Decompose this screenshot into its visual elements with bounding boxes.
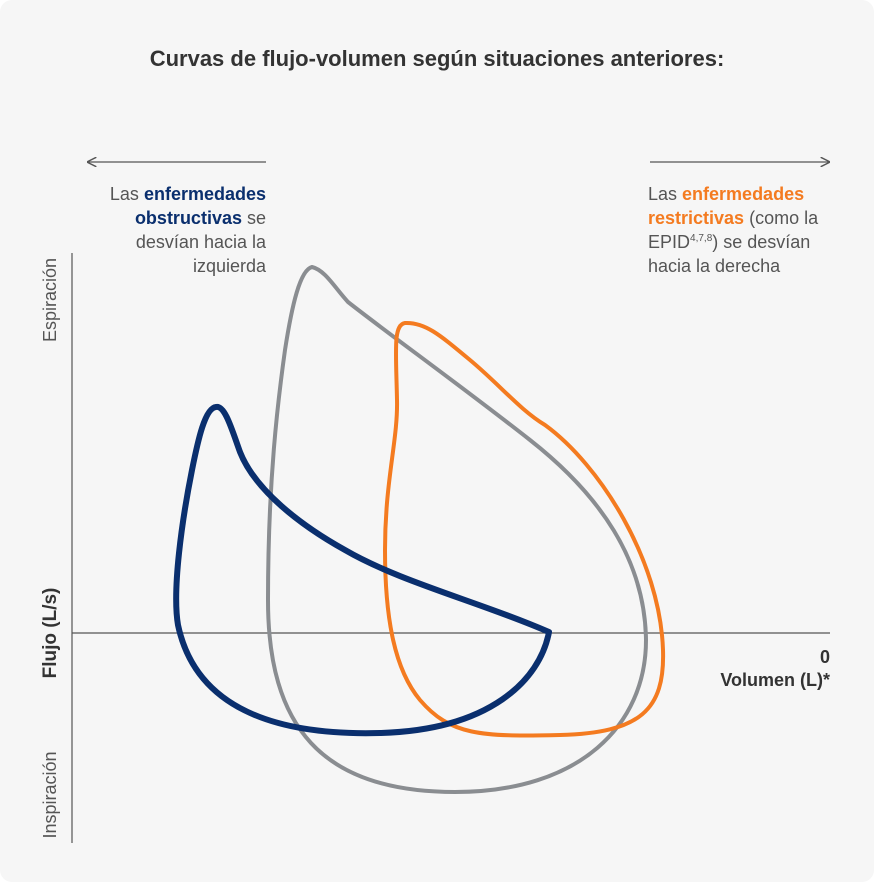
restrictive-note-prefix: Las [648,184,683,204]
restrictive-note-citation: 4,7,8 [690,233,713,244]
restrictive-note-highlight: enfermedades restrictivas [648,184,805,228]
restrictive-note-middle: (como la EPID [648,208,819,252]
x-zero-label: 0 [820,647,830,667]
obstructive-curve [173,404,552,737]
y-axis-label: Flujo (L/s) [40,588,61,679]
obstructive-note-highlight: enfermedades obstructivas [134,184,266,228]
inspiration-label: Inspiración [40,751,60,838]
obstructive-note-suffix: se desvían hacia la izquierda [135,208,266,276]
restrictive-note-suffix: ) se desvían hacia la derecha [648,232,811,276]
normal-curve [266,265,648,794]
chart-title: Curvas de flujo-volumen según situacione… [149,46,725,71]
restrictive-curve [383,320,666,738]
obstructive-note-prefix: Las [109,184,144,204]
x-axis-label: Volumen (L)* [720,670,830,690]
obstructive-note: Las enfermedades obstructivas se desvían… [70,182,266,278]
restrictive-note: Las enfermedades restrictivas (como la E… [648,182,848,278]
expiration-label: Espiración [40,258,60,342]
